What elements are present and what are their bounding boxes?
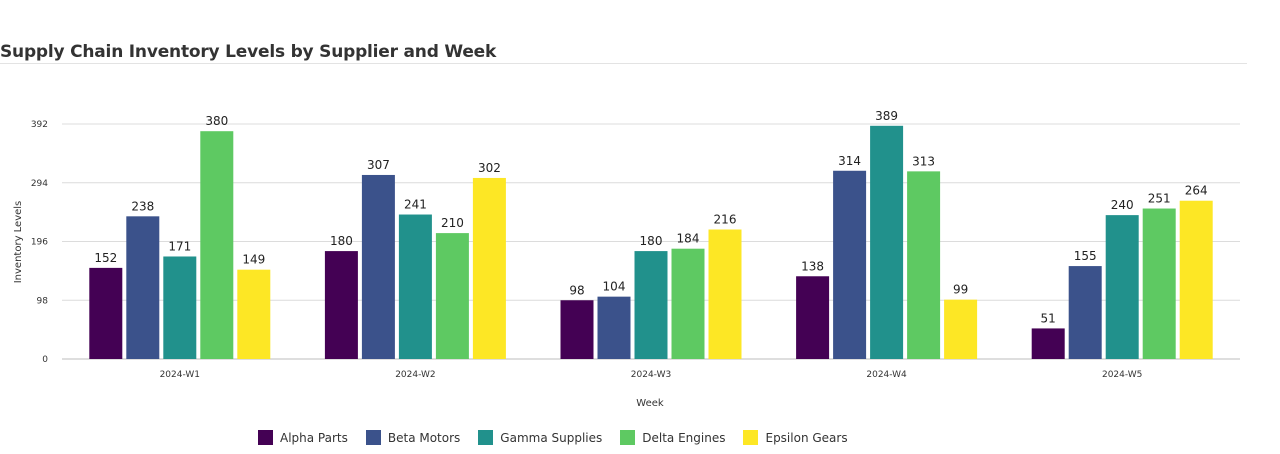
bar[interactable] bbox=[1068, 266, 1102, 359]
y-tick-label: 294 bbox=[31, 179, 48, 189]
chart-title: Supply Chain Inventory Levels by Supplie… bbox=[0, 42, 497, 62]
bar[interactable] bbox=[671, 248, 705, 359]
bar[interactable] bbox=[163, 256, 197, 359]
bar[interactable] bbox=[944, 299, 978, 359]
bar[interactable] bbox=[89, 267, 123, 359]
bar[interactable] bbox=[870, 125, 904, 360]
bar[interactable] bbox=[237, 269, 271, 359]
data-label: 380 bbox=[205, 114, 228, 128]
bar[interactable] bbox=[472, 177, 506, 359]
x-axis-label: Week bbox=[636, 398, 664, 409]
data-label: 152 bbox=[94, 251, 117, 265]
bar[interactable] bbox=[361, 174, 395, 359]
title-divider bbox=[0, 63, 1247, 64]
bar[interactable] bbox=[200, 131, 234, 359]
legend-item[interactable]: Gamma Supplies bbox=[478, 430, 602, 445]
y-tick-label: 0 bbox=[42, 355, 48, 365]
legend-swatch bbox=[743, 430, 759, 445]
legend: Alpha Parts Beta Motors Gamma Supplies Delt… bbox=[258, 430, 848, 445]
x-axis-ticks: 2024-W1 2024-W2 2024-W3 2024-W4 2024-W5 bbox=[160, 370, 1143, 380]
data-label: 238 bbox=[131, 199, 154, 213]
legend-label: Gamma Supplies bbox=[500, 430, 603, 445]
bar[interactable] bbox=[708, 229, 742, 359]
x-tick-label: 2024-W3 bbox=[631, 370, 671, 380]
data-label: 307 bbox=[367, 158, 390, 172]
data-label: 98 bbox=[569, 283, 584, 297]
bar[interactable] bbox=[796, 276, 830, 359]
bar[interactable] bbox=[634, 251, 668, 359]
bar[interactable] bbox=[1031, 328, 1065, 359]
bar[interactable] bbox=[1179, 200, 1213, 359]
y-tick-label: 196 bbox=[31, 238, 48, 248]
data-label: 180 bbox=[640, 234, 663, 248]
data-label: 216 bbox=[714, 213, 737, 227]
data-label: 184 bbox=[677, 232, 700, 246]
y-tick-label: 392 bbox=[31, 120, 48, 130]
data-label: 180 bbox=[330, 234, 353, 248]
data-label: 149 bbox=[242, 253, 265, 267]
bar[interactable] bbox=[597, 296, 631, 359]
data-label: 51 bbox=[1041, 311, 1056, 325]
data-label: 313 bbox=[912, 154, 935, 168]
data-label: 241 bbox=[404, 198, 427, 212]
bar[interactable] bbox=[398, 214, 432, 359]
data-label: 302 bbox=[478, 161, 501, 175]
bars bbox=[89, 125, 1213, 360]
bar[interactable] bbox=[435, 233, 469, 359]
bar[interactable] bbox=[1142, 208, 1176, 359]
data-label: 171 bbox=[168, 239, 191, 253]
y-axis-ticks: 0 98 196 294 392 bbox=[31, 120, 48, 365]
data-label: 389 bbox=[875, 109, 898, 123]
data-label: 314 bbox=[838, 154, 861, 168]
legend-item[interactable]: Delta Engines bbox=[620, 430, 725, 445]
legend-swatch bbox=[478, 430, 494, 445]
data-label: 138 bbox=[801, 259, 824, 273]
legend-swatch bbox=[620, 430, 636, 445]
bar[interactable] bbox=[833, 170, 867, 359]
y-axis-label: Inventory Levels bbox=[13, 201, 24, 284]
bar[interactable] bbox=[324, 251, 358, 359]
legend-item[interactable]: Epsilon Gears bbox=[743, 430, 848, 445]
data-label: 155 bbox=[1074, 249, 1097, 263]
data-label: 251 bbox=[1148, 192, 1171, 206]
legend-label: Delta Engines bbox=[642, 430, 726, 445]
x-tick-label: 2024-W1 bbox=[160, 370, 200, 380]
legend-item[interactable]: Beta Motors bbox=[365, 430, 461, 445]
x-tick-label: 2024-W5 bbox=[1102, 370, 1142, 380]
legend-label: Alpha Parts bbox=[280, 430, 348, 445]
y-tick-label: 98 bbox=[37, 296, 49, 306]
legend-swatch bbox=[258, 430, 273, 445]
legend-label: Epsilon Gears bbox=[765, 430, 848, 445]
bar[interactable] bbox=[907, 171, 941, 359]
x-tick-label: 2024-W4 bbox=[866, 370, 907, 380]
bar[interactable] bbox=[126, 216, 160, 359]
legend-item[interactable]: Alpha Parts bbox=[258, 430, 348, 445]
bar[interactable] bbox=[1105, 215, 1139, 359]
data-label: 104 bbox=[603, 280, 626, 294]
x-tick-label: 2024-W2 bbox=[395, 370, 435, 380]
bar-chart: 0 98 196 294 392 152 238 171 380 149 180 307 241 210… bbox=[13, 109, 1240, 409]
data-labels: 152 238 171 380 149 180 307 241 210 302 98 104 180 18… bbox=[94, 109, 1207, 326]
legend-swatch bbox=[365, 430, 381, 445]
bar[interactable] bbox=[560, 300, 594, 359]
data-label: 210 bbox=[441, 216, 464, 230]
data-label: 99 bbox=[953, 283, 968, 297]
legend-label: Beta Motors bbox=[387, 430, 461, 445]
data-label: 240 bbox=[1111, 198, 1134, 212]
data-label: 264 bbox=[1185, 184, 1208, 198]
